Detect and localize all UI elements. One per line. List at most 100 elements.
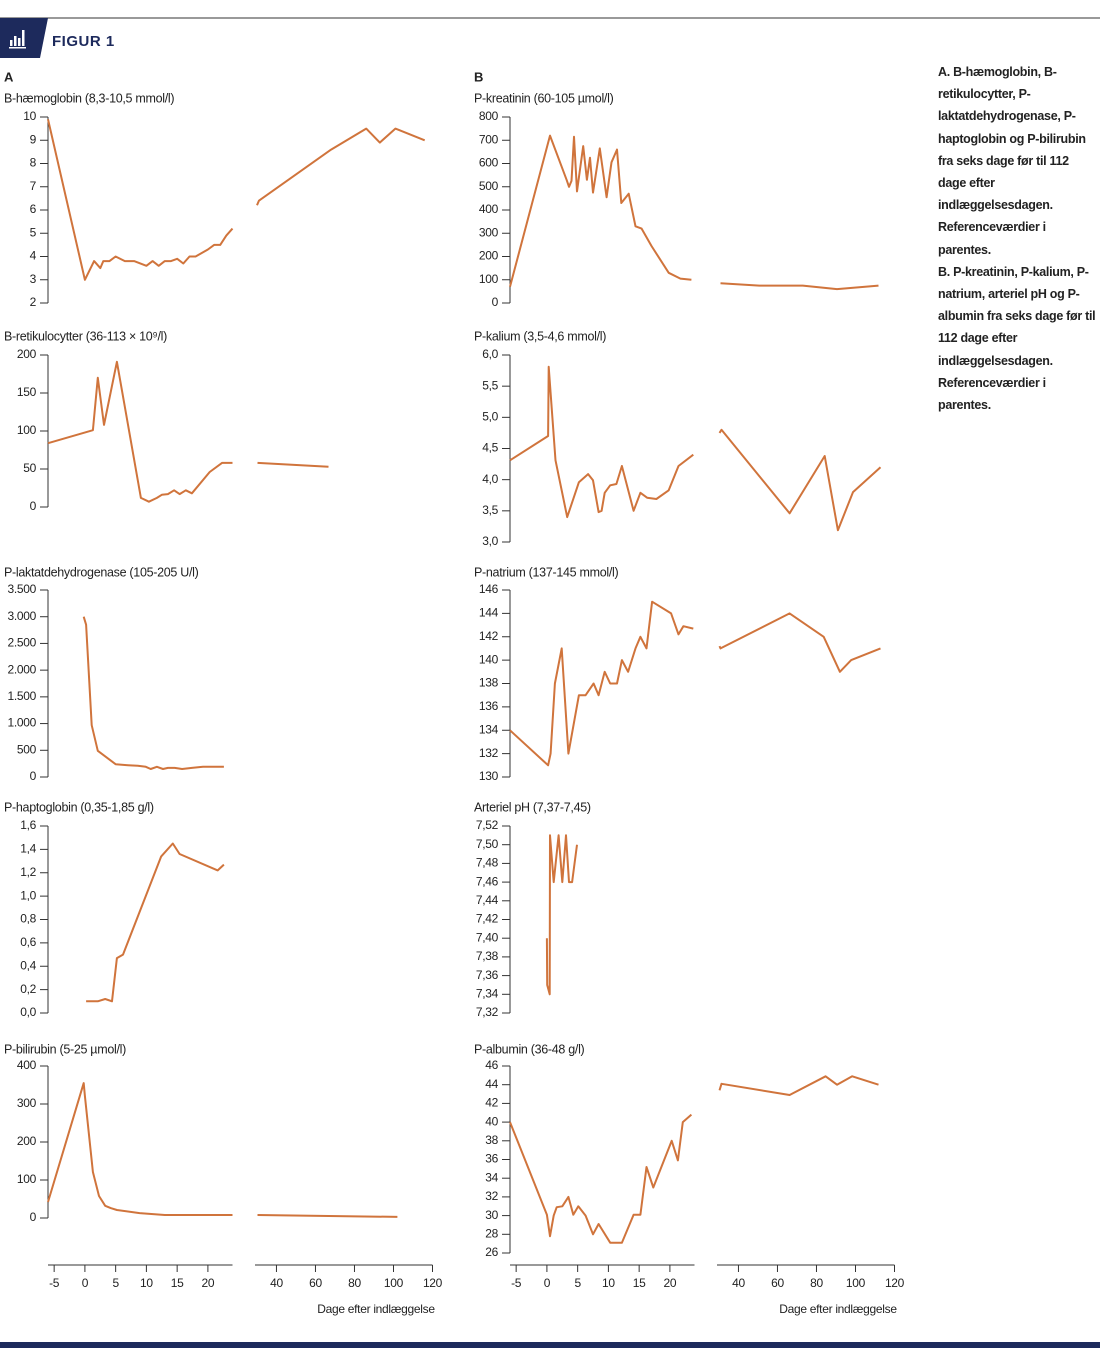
x-tick-label: 5 bbox=[574, 1276, 581, 1290]
x-tick-label: 100 bbox=[846, 1276, 866, 1290]
y-tick-label: 400 bbox=[479, 202, 499, 216]
y-tick-label: 134 bbox=[479, 722, 499, 736]
y-tick-label: 9 bbox=[30, 132, 37, 146]
x-tick-label: 10 bbox=[140, 1276, 153, 1290]
x-tick-label: 15 bbox=[171, 1276, 184, 1290]
y-tick-label: 7,52 bbox=[476, 818, 499, 832]
y-tick-label: 10 bbox=[23, 109, 36, 123]
x-tick-label: 40 bbox=[732, 1276, 745, 1290]
y-tick-label: 146 bbox=[479, 582, 499, 596]
y-tick-label: 7,38 bbox=[476, 949, 499, 963]
x-axis-label: Dage efter indlæggelse bbox=[317, 1302, 435, 1316]
data-line bbox=[509, 600, 881, 767]
y-tick-label: 200 bbox=[479, 249, 499, 263]
x-tick-label: 60 bbox=[309, 1276, 322, 1290]
y-tick-label: 1,2 bbox=[20, 865, 36, 879]
y-tick-label: 7,36 bbox=[476, 968, 499, 982]
y-tick-label: 138 bbox=[479, 676, 499, 690]
caption-text: B. P-kreatinin, P-kalium, P-natrium, art… bbox=[938, 264, 1096, 413]
y-tick-label: 46 bbox=[485, 1058, 498, 1072]
y-tick-label: 136 bbox=[479, 699, 499, 713]
data-line bbox=[509, 134, 879, 291]
y-tick-label: 5 bbox=[30, 225, 37, 239]
y-tick-label: 4,0 bbox=[482, 472, 498, 486]
y-tick-label: 144 bbox=[479, 606, 499, 620]
y-tick-label: 0,2 bbox=[20, 982, 36, 996]
caption-text: A. B-hæmoglobin, B-retikulocytter, P-lak… bbox=[938, 65, 1086, 257]
chart-title: P-laktatdehydrogenase (105-205 U/l) bbox=[4, 565, 199, 579]
y-tick-label: 200 bbox=[17, 1134, 37, 1148]
x-tick-label: 15 bbox=[633, 1276, 646, 1290]
x-tick-label: -5 bbox=[511, 1276, 522, 1290]
x-tick-label: 40 bbox=[270, 1276, 283, 1290]
y-tick-label: 6 bbox=[30, 202, 37, 216]
y-tick-label: 3,5 bbox=[482, 503, 498, 517]
y-tick-label: 34 bbox=[485, 1170, 498, 1184]
y-tick-label: 1.000 bbox=[7, 716, 36, 730]
data-line bbox=[509, 365, 882, 532]
y-tick-label: 6,0 bbox=[482, 347, 498, 361]
y-tick-label: 132 bbox=[479, 746, 499, 760]
y-tick-label: 100 bbox=[479, 272, 499, 286]
y-tick-label: 30 bbox=[485, 1208, 498, 1222]
y-tick-label: 44 bbox=[485, 1077, 498, 1091]
x-tick-label: 80 bbox=[348, 1276, 361, 1290]
y-tick-label: 700 bbox=[479, 132, 499, 146]
y-tick-label: 1,4 bbox=[20, 842, 36, 856]
y-tick-label: 300 bbox=[17, 1096, 37, 1110]
y-tick-label: 3.500 bbox=[7, 582, 36, 596]
x-tick-label: 100 bbox=[384, 1276, 404, 1290]
chart-title: B-retikulocytter (36-113 × 10⁹/l) bbox=[4, 329, 167, 343]
y-tick-label: 0 bbox=[30, 499, 37, 513]
y-tick-label: 800 bbox=[479, 109, 499, 123]
x-tick-label: 0 bbox=[544, 1276, 551, 1290]
y-tick-label: 50 bbox=[23, 461, 36, 475]
chart-title: P-haptoglobin (0,35-1,85 g/l) bbox=[4, 800, 154, 814]
y-tick-label: 140 bbox=[479, 652, 499, 666]
y-tick-label: 1,6 bbox=[20, 818, 36, 832]
y-tick-label: 7,34 bbox=[476, 986, 499, 1000]
y-tick-label: 32 bbox=[485, 1189, 498, 1203]
y-tick-label: 400 bbox=[17, 1058, 37, 1072]
y-tick-label: 7,32 bbox=[476, 1005, 499, 1019]
x-tick-label: 10 bbox=[602, 1276, 615, 1290]
y-tick-label: 7,42 bbox=[476, 912, 499, 926]
y-tick-label: 4,5 bbox=[482, 441, 498, 455]
y-tick-label: 38 bbox=[485, 1133, 498, 1147]
x-tick-label: -5 bbox=[49, 1276, 60, 1290]
x-tick-label: 5 bbox=[112, 1276, 119, 1290]
y-tick-label: 2 bbox=[30, 295, 37, 309]
y-tick-label: 1.500 bbox=[7, 689, 36, 703]
y-tick-label: 42 bbox=[485, 1096, 498, 1110]
x-tick-label: 60 bbox=[771, 1276, 784, 1290]
data-line bbox=[509, 1075, 879, 1244]
chart-title: P-kalium (3,5-4,6 mmol/l) bbox=[474, 329, 606, 343]
y-tick-label: 142 bbox=[479, 629, 499, 643]
data-line bbox=[86, 842, 225, 1003]
y-tick-label: 0,4 bbox=[20, 958, 36, 972]
x-tick-label: 0 bbox=[82, 1276, 89, 1290]
y-tick-label: 7 bbox=[30, 179, 37, 193]
y-tick-label: 4 bbox=[30, 249, 37, 263]
y-tick-label: 100 bbox=[17, 423, 37, 437]
x-tick-label: 120 bbox=[423, 1276, 443, 1290]
y-tick-label: 1,0 bbox=[20, 888, 36, 902]
x-tick-label: 20 bbox=[664, 1276, 677, 1290]
y-tick-label: 130 bbox=[479, 769, 499, 783]
icon-bars bbox=[9, 30, 26, 49]
x-axis-label: Dage efter indlæggelse bbox=[779, 1302, 897, 1316]
x-tick-label: 80 bbox=[810, 1276, 823, 1290]
y-tick-label: 5,0 bbox=[482, 410, 498, 424]
y-tick-label: 2.500 bbox=[7, 636, 36, 650]
figure-label: FIGUR 1 bbox=[52, 33, 115, 50]
chart-title: P-natrium (137-145 mmol/l) bbox=[474, 565, 618, 579]
y-tick-label: 7,48 bbox=[476, 856, 499, 870]
y-tick-label: 0,0 bbox=[20, 1005, 36, 1019]
y-tick-label: 8 bbox=[30, 156, 37, 170]
y-tick-label: 7,44 bbox=[476, 893, 499, 907]
chart-title: B-hæmoglobin (8,3-10,5 mmol/l) bbox=[4, 91, 174, 105]
y-tick-label: 0 bbox=[30, 769, 37, 783]
y-tick-label: 7,50 bbox=[476, 837, 499, 851]
